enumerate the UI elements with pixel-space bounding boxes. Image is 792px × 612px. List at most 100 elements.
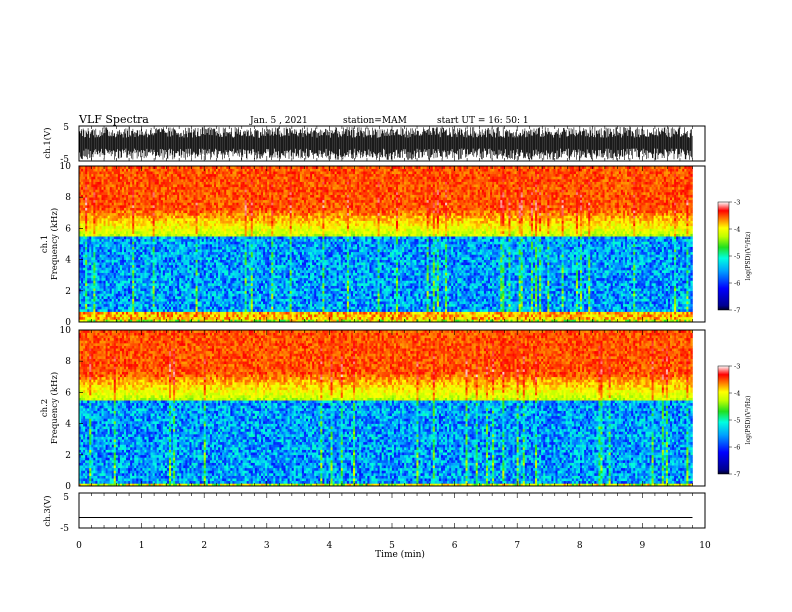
- spectrogram-cell: [398, 298, 401, 302]
- spectrogram-cell: [672, 303, 675, 307]
- spectrogram-cell: [316, 303, 319, 307]
- spectrogram-cell: [635, 290, 638, 294]
- spectrogram-cell: [191, 298, 194, 302]
- spectrogram-cell: [140, 298, 143, 302]
- spectrogram-cell: [236, 293, 239, 297]
- spectrogram-cell: [526, 288, 530, 292]
- spectrogram-cell: [240, 285, 243, 289]
- spectrogram-cell: [207, 280, 211, 284]
- spectrogram-cell: [132, 290, 135, 294]
- spectrogram-cell: [659, 309, 663, 312]
- spectrogram-cell: [551, 288, 554, 292]
- spectrogram-cell: [211, 293, 215, 297]
- spectrogram-cell: [528, 288, 532, 292]
- spectrogram-cell: [261, 298, 264, 302]
- spectrogram-cell: [690, 280, 693, 284]
- spectrogram-cell: [580, 309, 583, 312]
- spectrogram-cell: [445, 296, 448, 299]
- spectrogram-cell: [230, 283, 233, 286]
- spectrogram-cell: [492, 298, 495, 302]
- spectrogram-cell: [201, 283, 205, 286]
- spectrogram-cell: [115, 319, 119, 323]
- spectrogram-cell: [408, 306, 411, 310]
- spectrogram-cell: [500, 311, 503, 315]
- spectrogram-cell: [263, 288, 266, 292]
- spectrogram-cell: [273, 303, 276, 307]
- spectrogram-cell: [582, 290, 585, 294]
- spectrogram-cell: [422, 288, 425, 292]
- spectrogram-cell: [530, 296, 534, 299]
- spectrogram-cell: [641, 296, 644, 299]
- spectrogram-cell: [283, 306, 286, 310]
- spectrogram-cell: [275, 290, 278, 294]
- spectrogram-cell: [596, 293, 599, 297]
- spectrogram-cell: [459, 303, 462, 307]
- spectrogram-cell: [516, 314, 519, 318]
- spectrogram-cell: [573, 319, 577, 323]
- spectrogram-cell: [500, 298, 503, 302]
- spectrogram-cell: [285, 303, 288, 307]
- spectrogram-cell: [283, 314, 286, 318]
- spectrogram-cell: [492, 288, 495, 292]
- spectrogram-cell: [91, 314, 94, 318]
- spectrogram-cell: [653, 316, 656, 320]
- spectrogram-cell: [426, 280, 429, 284]
- spectrogram-cell: [539, 303, 542, 307]
- spectrogram-cell: [144, 301, 147, 305]
- spectrogram-cell: [502, 319, 505, 323]
- spectrogram-cell: [283, 319, 286, 323]
- spectrogram-cell: [142, 298, 145, 302]
- spectrogram-cell: [567, 293, 571, 297]
- spectrogram-cell: [232, 319, 235, 323]
- spectrogram-cell: [238, 314, 241, 318]
- spectrogram-cell: [471, 303, 474, 307]
- spectrogram-cell: [328, 280, 331, 284]
- spectrogram-cell: [543, 285, 546, 289]
- spectrogram-cell: [173, 285, 176, 289]
- spectrogram-cell: [177, 277, 180, 281]
- spectrogram-cell: [451, 296, 454, 299]
- spectrogram-cell: [602, 319, 605, 323]
- spectrogram-cell: [265, 298, 268, 302]
- spectrogram-cell: [400, 277, 403, 281]
- spectrogram-cell: [440, 309, 444, 312]
- spectrogram-cell: [232, 303, 235, 307]
- spectrogram-cell: [203, 303, 207, 307]
- spectrogram-cell: [85, 316, 88, 320]
- spectrogram-cell: [532, 319, 536, 323]
- spectrogram-cell: [608, 285, 611, 289]
- spectrogram-cell: [451, 293, 454, 297]
- spectrogram-cell: [348, 314, 352, 318]
- spectrogram-cell: [289, 290, 292, 294]
- spectrogram-cell: [557, 290, 560, 294]
- spectrogram-cell: [410, 319, 413, 323]
- spectrogram-cell: [162, 319, 166, 323]
- spectrogram-cell: [109, 296, 113, 299]
- spectrogram-cell: [87, 311, 90, 315]
- spectrogram-cell: [242, 296, 245, 299]
- spectrogram-cell: [573, 290, 577, 294]
- spectrogram-cell: [177, 319, 180, 323]
- spectrogram-cell: [336, 316, 339, 320]
- spectrogram-cell: [436, 303, 440, 307]
- spectrogram-cell: [537, 293, 540, 297]
- spectrogram-cell: [279, 296, 282, 299]
- spectrogram-cell: [236, 280, 239, 284]
- spectrogram-cell: [318, 293, 321, 297]
- spectrogram-cell: [164, 311, 168, 315]
- spectrogram-cell: [467, 285, 470, 289]
- spectrogram-cell: [402, 288, 405, 292]
- spectrogram-cell: [524, 290, 528, 294]
- spectrogram-cell: [410, 288, 413, 292]
- spectrogram-cell: [109, 306, 113, 310]
- spectrogram-cell: [674, 280, 677, 284]
- spectrogram-cell: [518, 301, 521, 305]
- spectrogram-cell: [117, 277, 121, 281]
- spectrogram-cell: [557, 298, 560, 302]
- spectrogram-cell: [475, 316, 479, 320]
- spectrogram-cell: [404, 290, 407, 294]
- spectrogram-cell: [414, 303, 417, 307]
- spectrogram-cell: [252, 316, 256, 320]
- spectrogram-cell: [424, 280, 427, 284]
- spectrogram-cell: [455, 311, 458, 315]
